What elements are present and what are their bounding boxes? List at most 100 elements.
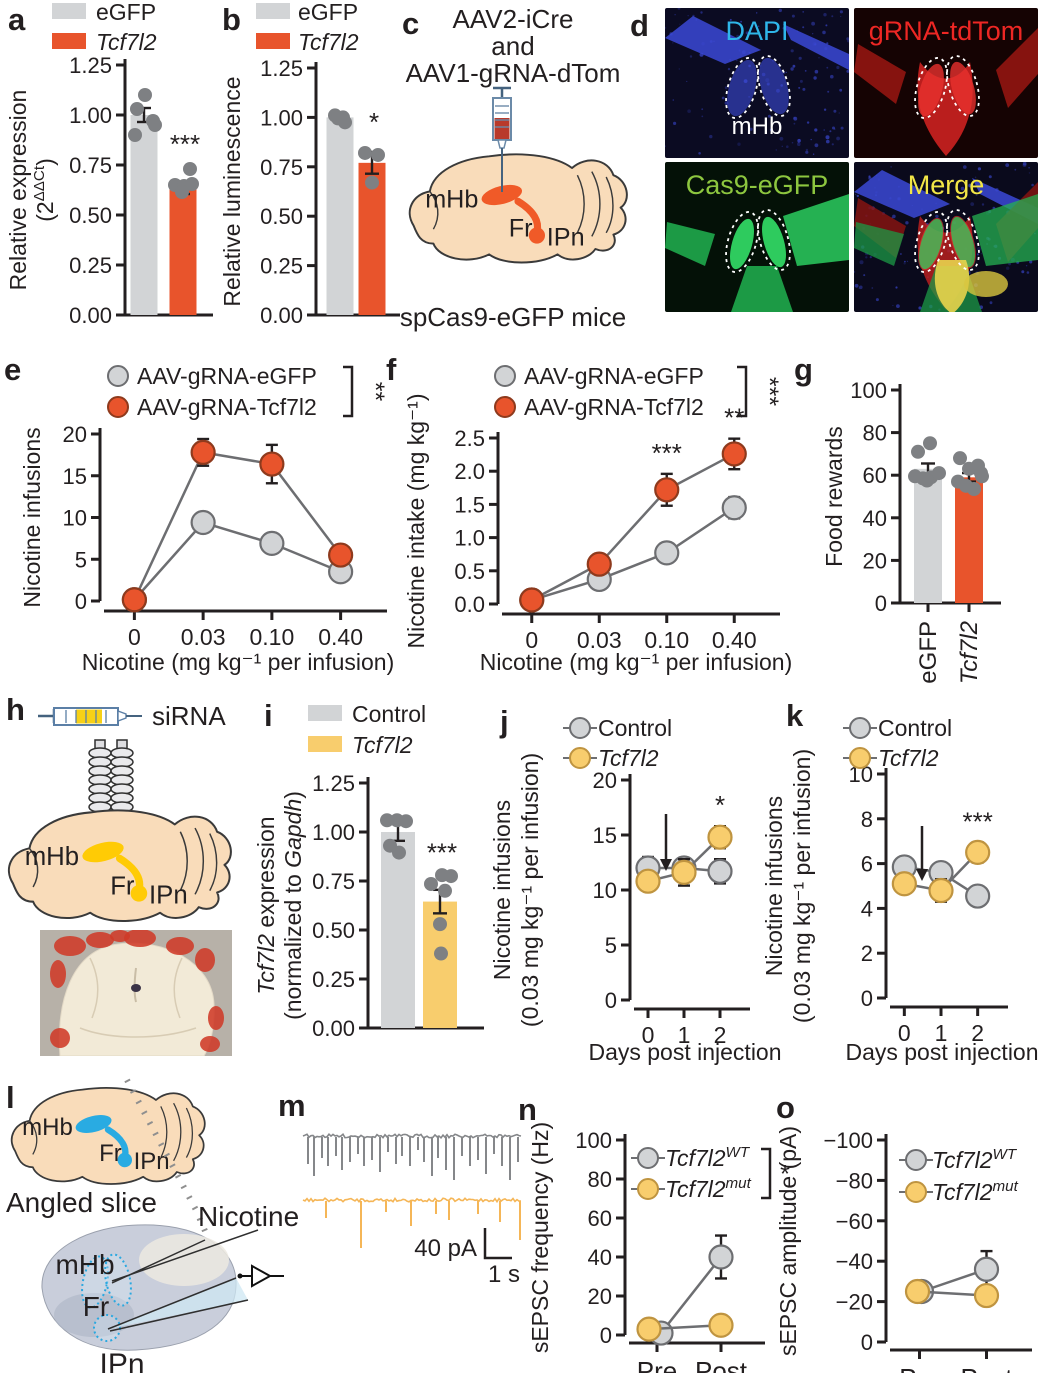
panel-c-title: AAV2-iCre xyxy=(453,4,574,34)
mhb-label: mHb xyxy=(25,843,79,871)
legend-marker xyxy=(494,396,516,418)
y-tick-label: 10 xyxy=(63,506,87,531)
panel-o-line-chart: 0 −20 −40 −60 −80 −100 sEPSC amplitude (pA) Pre… xyxy=(768,1078,1041,1373)
y-tick-label: 8 xyxy=(861,807,873,832)
series-line-AAV-gRNA-eGFP xyxy=(133,521,342,601)
x-tick-label: Tcf7l2 xyxy=(956,621,983,684)
data-dot xyxy=(148,118,162,132)
legend-marker xyxy=(637,1147,659,1169)
mhb-label: mHb xyxy=(732,113,783,140)
bar xyxy=(326,117,354,316)
legend-label: Control xyxy=(598,715,672,741)
y-tick-label: 60 xyxy=(588,1206,612,1231)
nicotine-pipette xyxy=(111,1229,259,1284)
mhb-label: mHb xyxy=(425,186,478,214)
y-tick-label: 15 xyxy=(63,464,87,489)
scale-bar xyxy=(483,1228,512,1260)
panel-letter-n: n xyxy=(518,1092,537,1127)
data-dot xyxy=(932,466,946,481)
y-tick-label: 0.25 xyxy=(69,253,112,278)
y-tick-label: 1.00 xyxy=(69,103,112,128)
legend-label: AAV-gRNA-eGFP xyxy=(524,363,704,389)
y-tick-label: 20 xyxy=(63,422,87,447)
ipn-region xyxy=(130,885,148,902)
legend-label: Tcf7l2 xyxy=(598,745,659,771)
scale-time-label: 1 s xyxy=(488,1261,520,1288)
data-point-Tcf7l2 xyxy=(635,868,661,894)
x-tick-label: 0 xyxy=(898,1020,911,1046)
x-axis-label: Nicotine (mg kg⁻¹ per infusion) xyxy=(480,649,793,675)
data-point-Tcf7l2-mut xyxy=(973,1282,1000,1309)
mhb-label: mHb xyxy=(55,1249,114,1280)
bar xyxy=(955,477,983,603)
brain-sagittal-diagram: mHb Fr IPn xyxy=(10,1086,206,1185)
syringe-virus-fill xyxy=(494,118,510,139)
brain-sagittal-diagram: mHb Fr IPn xyxy=(7,809,232,922)
y-tick-label: 80 xyxy=(588,1167,612,1192)
x-tick-label: 0.10 xyxy=(249,624,294,650)
data-dot xyxy=(433,917,447,932)
series-line-Tcf7l2-WT xyxy=(660,1256,722,1334)
bar xyxy=(914,468,942,603)
significance-stars: ** xyxy=(361,382,389,402)
panel-letter-j: j xyxy=(500,704,509,739)
y-tick-label: 5 xyxy=(605,933,617,958)
legend-label: Control xyxy=(878,715,952,741)
syringe-plunger xyxy=(493,86,511,98)
data-point-Tcf7l2-mut xyxy=(708,1312,734,1338)
panel-o-chart-svg: 0 −20 −40 −60 −80 −100 sEPSC amplitude (pA) Pre… xyxy=(775,1126,1032,1373)
y-tick-label: 100 xyxy=(850,378,887,403)
y-tick-label: 0.00 xyxy=(312,1016,355,1041)
panel-l-slice-diagram: mHb Fr IPn Angled slice mHb Fr IPn Nicotine xyxy=(0,1078,330,1373)
panel-b-chart-svg: 0.00 0.25 0.50 0.75 1.00 1.25 Relative lumines… xyxy=(219,0,400,328)
data-dot xyxy=(967,482,981,497)
legend-marker xyxy=(637,1178,659,1200)
y-tick-label: 0.75 xyxy=(260,155,303,180)
x-axis-label: Days post injection xyxy=(588,1039,781,1065)
data-point-AAV-gRNA-Tcf7l2 xyxy=(654,477,680,503)
panel-letter-b: b xyxy=(222,2,241,37)
data-dot xyxy=(175,185,189,199)
y-axis-label: Nicotine intake (mg kg⁻¹) xyxy=(403,394,429,649)
data-point-Control xyxy=(965,883,991,909)
legend-swatch xyxy=(256,3,290,19)
y-axis-label: (0.03 mg kg⁻¹ per infusion) xyxy=(789,749,815,1023)
y-tick-label: 4 xyxy=(861,896,873,921)
ipn-label: IPn xyxy=(547,223,585,251)
legend-marker xyxy=(569,747,591,769)
y-axis-label: Relative expression xyxy=(5,90,31,291)
panel-letter-k: k xyxy=(786,698,804,733)
x-tick-label: 0 xyxy=(128,624,141,650)
data-point-AAV-gRNA-Tcf7l2 xyxy=(190,439,216,465)
y-tick-label: 0.00 xyxy=(69,303,112,328)
y-tick-label: 1.00 xyxy=(260,105,303,130)
panel-j-line-chart: 0 5 10 15 20 Nicotine infusions (0.03 mg kg⁻¹ … xyxy=(480,688,782,1080)
data-dot xyxy=(920,473,934,488)
data-dot xyxy=(130,102,144,116)
y-axis-label: (2ΔΔCt) xyxy=(31,158,58,222)
micrograph-merge: Merge xyxy=(854,162,1038,312)
x-tick-label: 0 xyxy=(642,1022,655,1048)
angled-slice-label: Angled slice xyxy=(6,1187,157,1218)
data-dot xyxy=(424,876,438,891)
y-tick-label: 0.75 xyxy=(69,153,112,178)
legend-marker xyxy=(107,365,129,387)
data-point-Tcf7l2-mut xyxy=(904,1278,931,1305)
panel-letter-h: h xyxy=(6,692,25,727)
fr-label: Fr xyxy=(99,1140,122,1167)
coronal-slice-photo xyxy=(40,930,232,1056)
mhb-region xyxy=(481,184,523,206)
panel-letter-c: c xyxy=(402,6,420,41)
series-line-AAV-gRNA-Tcf7l2 xyxy=(531,452,735,602)
legend-marker xyxy=(905,1181,927,1203)
brain-sagittal-diagram: mHb Fr IPn xyxy=(408,153,628,264)
data-dot xyxy=(380,813,394,828)
mhb-region xyxy=(82,841,124,863)
legend-label: Tcf7l2mut xyxy=(932,1178,1019,1205)
y-tick-label: 0.25 xyxy=(312,967,355,992)
y-tick-label: 0 xyxy=(875,591,887,616)
data-point-AAV-gRNA-Tcf7l2 xyxy=(121,587,147,613)
panel-letter-d: d xyxy=(630,8,649,43)
y-axis-label: (normalized to Gapdh) xyxy=(280,791,306,1020)
